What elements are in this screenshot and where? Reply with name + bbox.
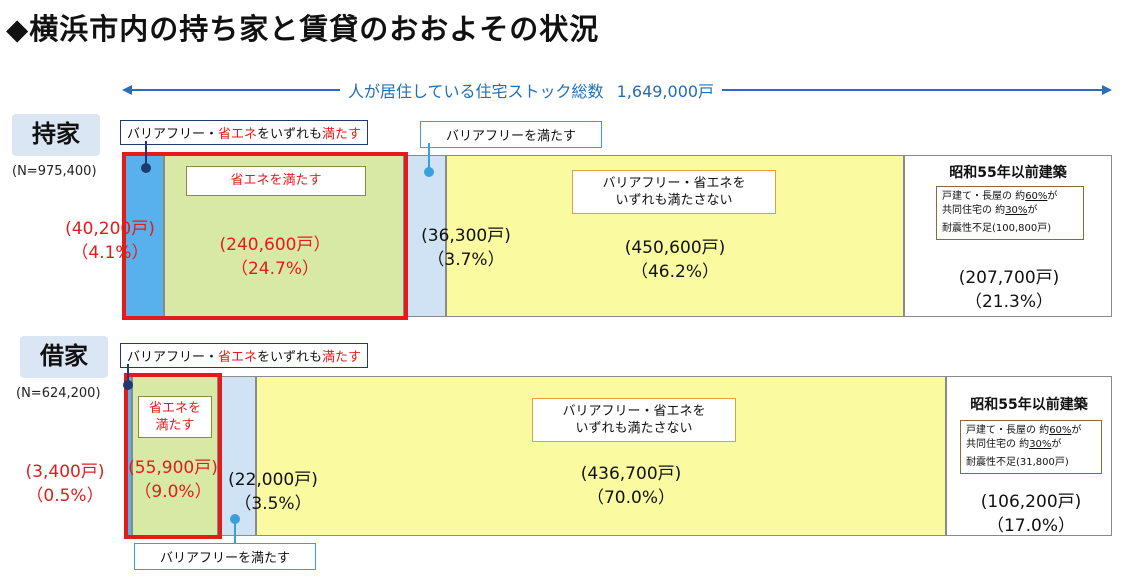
rented-old-note-1c: が: [1071, 425, 1082, 436]
rented-old-note-3: 耐震性不足(31,800戸): [966, 457, 1069, 468]
rented-eco-label-line2: 満たす: [155, 418, 195, 433]
rented-old-note-2c: が: [1051, 439, 1062, 450]
owned-bf-connector: [428, 143, 430, 171]
owned-eco-pct: （24.7%）: [230, 259, 319, 279]
owned-both-label: バリアフリー・省エネをいずれも満たす: [120, 120, 369, 145]
owned-eco-count: (240,600戸）: [219, 235, 331, 255]
owned-both-pct: （4.1%）: [71, 243, 149, 263]
owned-old-note-2a: 共同住宅の 約: [942, 205, 1006, 216]
rented-eco-pct: （9.0%）: [134, 482, 212, 502]
owned-none-count: (450,600戸): [624, 238, 726, 258]
owned-bf-pct: （3.7%）: [427, 250, 505, 270]
rented-old-note-2a: 共同住宅の 約: [966, 439, 1030, 450]
rented-bf-pct: （3.5%）: [234, 494, 312, 514]
total-stock-label: 人が居住している住宅ストック総数 1,649,000戸: [340, 78, 723, 102]
owned-bf-dot: [424, 167, 434, 177]
owned-both-count: (40,200戸): [65, 219, 155, 239]
rented-none-pct: （70.0%）: [586, 488, 675, 508]
rented-none-count: (436,700戸): [580, 464, 682, 484]
owned-none-label: バリアフリー・省エネを いずれも満たさない: [572, 170, 776, 214]
owned-none-pct: （46.2%）: [630, 262, 719, 282]
rented-old-title: 昭和55年以前建築: [970, 397, 1088, 413]
owned-old-value: (207,700戸) （21.3%）: [934, 266, 1084, 314]
rented-eco-label: 省エネを 満たす: [138, 396, 212, 438]
rented-none-label: バリアフリー・省エネを いずれも満たさない: [532, 398, 736, 442]
owned-none-label-line2: いずれも満たさない: [615, 193, 733, 208]
rented-both-label-prefix: バリアフリー・: [127, 350, 219, 365]
rented-old-note: 戸建て・長屋の 約60%が 共同住宅の 約30%が 耐震性不足(31,800戸): [960, 420, 1102, 474]
owned-both-label-satisfy: 満たす: [322, 127, 362, 142]
owned-bf-segment: [404, 155, 446, 317]
rented-old-pct: （17.0%）: [986, 516, 1075, 536]
rented-both-pct: （0.5%）: [26, 486, 104, 506]
owned-eco-value: (240,600戸） （24.7%）: [190, 233, 360, 281]
rented-old-note-1b: 60%: [1049, 425, 1072, 436]
owned-both-value: (40,200戸) （4.1%）: [50, 217, 170, 265]
owned-both-segment: [124, 155, 164, 317]
owned-highlight-frame: [122, 152, 408, 320]
rented-old-count: (106,200戸): [980, 492, 1082, 512]
owned-old-note-3: 耐震性不足(100,800戸): [942, 223, 1052, 234]
rented-none-value: (436,700戸) （70.0%）: [556, 462, 706, 510]
owned-both-label-prefix: バリアフリー・: [127, 127, 219, 142]
rented-highlight-frame: [124, 373, 222, 539]
owned-old-title: 昭和55年以前建築: [949, 165, 1067, 181]
rented-bf-count: (22,000戸): [228, 470, 318, 490]
owned-both-label-eco: 省エネ: [218, 127, 258, 142]
owned-bf-value: (36,300戸) （3.7%）: [406, 224, 526, 272]
owned-none-value: (450,600戸) （46.2%）: [600, 236, 750, 284]
rented-sample-size: (N=624,200): [16, 386, 101, 401]
rented-old-note-1a: 戸建て・長屋の 約: [966, 425, 1050, 436]
owned-old-note-1a: 戸建て・長屋の 約: [942, 191, 1026, 202]
rented-both-label: バリアフリー・省エネをいずれも満たす: [120, 343, 369, 368]
rented-both-count: (3,400戸): [25, 462, 105, 482]
owned-old-pct: （21.3%）: [964, 292, 1053, 312]
rented-both-value: (3,400戸) （0.5%）: [10, 460, 120, 508]
rented-old-note-2b: 30%: [1029, 439, 1052, 450]
rented-both-label-eco: 省エネ: [218, 350, 258, 365]
rented-bf-label: バリアフリーを満たす: [134, 543, 316, 570]
rented-eco-value: (55,900戸) （9.0%）: [118, 456, 228, 504]
owned-both-dot: [141, 163, 151, 173]
owned-old-count: (207,700戸): [958, 268, 1060, 288]
rented-both-connector: [127, 364, 129, 384]
owned-old-note-2b: 30%: [1005, 205, 1028, 216]
rented-eco-label-line1: 省エネを: [148, 401, 201, 416]
rented-bf-connector: [234, 520, 236, 544]
page-title: ◆横浜市内の持ち家と賃貸のおおよその状況: [6, 12, 600, 46]
owned-bf-label: バリアフリーを満たす: [420, 121, 602, 148]
rented-none-label-line2: いずれも満たさない: [575, 421, 693, 436]
rented-bf-dot: [230, 514, 240, 524]
rented-none-label-line1: バリアフリー・省エネを: [562, 404, 706, 419]
owned-old-note: 戸建て・長屋の 約60%が 共同住宅の 約30%が 耐震性不足(100,800戸…: [936, 186, 1084, 240]
owned-category-label: 持家: [12, 114, 100, 156]
owned-none-label-line1: バリアフリー・省エネを: [602, 176, 746, 191]
rented-category-label: 借家: [20, 336, 108, 378]
total-stock-value: 1,649,000戸: [616, 82, 715, 101]
owned-both-connector: [145, 141, 147, 167]
owned-sample-size: (N=975,400): [12, 164, 97, 179]
owned-bf-count: (36,300戸): [421, 226, 511, 246]
owned-both-label-mid: をいずれも: [257, 127, 323, 142]
owned-old-note-2c: が: [1027, 205, 1038, 216]
rented-old-value: (106,200戸) （17.0%）: [956, 490, 1106, 538]
rented-bf-value: (22,000戸) （3.5%）: [218, 468, 328, 516]
rented-eco-count: (55,900戸): [128, 458, 218, 478]
owned-old-note-1b: 60%: [1025, 191, 1048, 202]
rented-both-label-satisfy: 満たす: [322, 350, 362, 365]
total-stock-text: 人が居住している住宅ストック総数: [348, 82, 604, 101]
rented-both-label-mid: をいずれも: [257, 350, 323, 365]
owned-old-note-1c: が: [1047, 191, 1058, 202]
rented-both-dot: [123, 380, 133, 390]
owned-eco-label: 省エネを満たす: [186, 166, 366, 196]
